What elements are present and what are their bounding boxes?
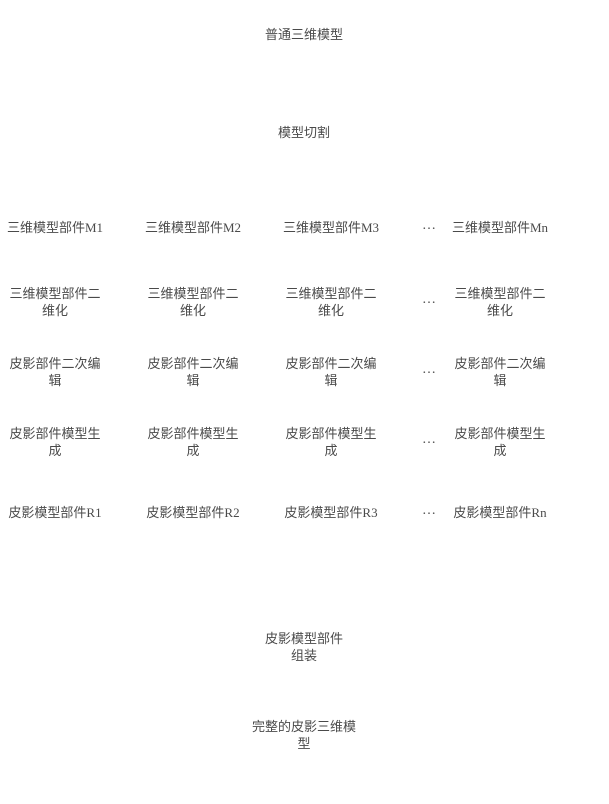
- part-mn: 三维模型部件Mn: [440, 218, 560, 238]
- shadow-r1: 皮影模型部件R1: [0, 503, 115, 523]
- shadow-r2: 皮影模型部件R2: [133, 503, 253, 523]
- edit-2: 皮影部件二次编 辑: [133, 355, 253, 391]
- dots-row3: …: [422, 362, 436, 378]
- edit-3: 皮影部件二次编 辑: [271, 355, 391, 391]
- final-box: 完整的皮影三维模 型: [224, 718, 384, 754]
- shadow-r3: 皮影模型部件R3: [271, 503, 391, 523]
- edit-n: 皮影部件二次编 辑: [440, 355, 560, 391]
- part-m3: 三维模型部件M3: [271, 218, 391, 238]
- flat-n: 三维模型部件二 维化: [440, 285, 560, 321]
- gen-1: 皮影部件模型生 成: [0, 425, 115, 461]
- flat-1: 三维模型部件二 维化: [0, 285, 115, 321]
- cut-box: 模型切割: [244, 123, 364, 143]
- gen-3: 皮影部件模型生 成: [271, 425, 391, 461]
- edit-1: 皮影部件二次编 辑: [0, 355, 115, 391]
- part-m1: 三维模型部件M1: [0, 218, 115, 238]
- part-m2: 三维模型部件M2: [133, 218, 253, 238]
- gen-n: 皮影部件模型生 成: [440, 425, 560, 461]
- title-box: 普通三维模型: [244, 25, 364, 45]
- assemble-box: 皮影模型部件 组装: [234, 630, 374, 666]
- shadow-rn: 皮影模型部件Rn: [440, 503, 560, 523]
- dots-row1: …: [422, 218, 436, 234]
- dots-row5: …: [422, 503, 436, 519]
- dots-row4: …: [422, 432, 436, 448]
- gen-2: 皮影部件模型生 成: [133, 425, 253, 461]
- flat-2: 三维模型部件二 维化: [133, 285, 253, 321]
- flat-3: 三维模型部件二 维化: [271, 285, 391, 321]
- dots-row2: …: [422, 292, 436, 308]
